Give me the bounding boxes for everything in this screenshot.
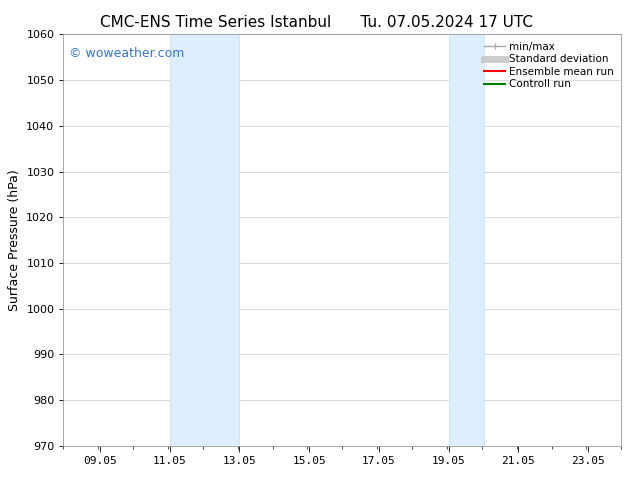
- Y-axis label: Surface Pressure (hPa): Surface Pressure (hPa): [8, 169, 21, 311]
- Bar: [170, 34, 240, 446]
- Text: © woweather.com: © woweather.com: [69, 47, 184, 60]
- Bar: [449, 34, 484, 446]
- Text: CMC-ENS Time Series Istanbul      Tu. 07.05.2024 17 UTC: CMC-ENS Time Series Istanbul Tu. 07.05.2…: [101, 15, 533, 30]
- Legend: min/max, Standard deviation, Ensemble mean run, Controll run: min/max, Standard deviation, Ensemble me…: [482, 40, 616, 92]
